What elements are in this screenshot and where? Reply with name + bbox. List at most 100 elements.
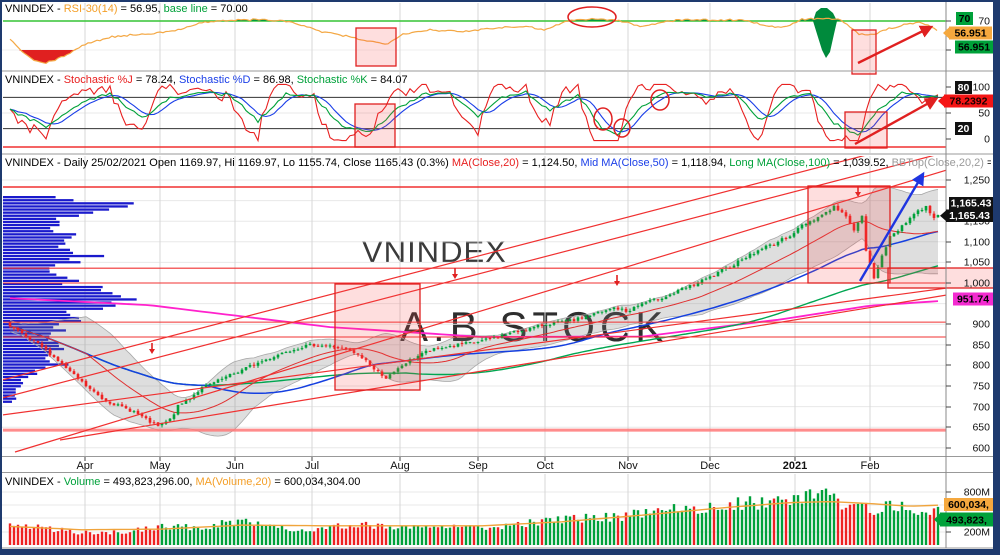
header-segment: = 1,039.52,	[830, 157, 892, 169]
axis-label: Oct	[536, 460, 553, 472]
annotation-circle[interactable]	[613, 118, 631, 138]
axis-label: 900	[972, 319, 990, 331]
header-segment: MA(Volume,20)	[195, 476, 272, 488]
axis-value-tag	[949, 197, 993, 210]
sell-arrow-marker	[614, 275, 620, 286]
annotation-circle[interactable]	[593, 107, 613, 131]
annotation-circle[interactable]	[567, 6, 617, 28]
axis-label: 700	[972, 402, 990, 414]
sell-arrow-marker	[855, 186, 861, 197]
header-segment: RSI-30(14)	[63, 3, 118, 15]
window-border-bottom[interactable]	[0, 549, 1000, 555]
svg-text:20: 20	[958, 123, 970, 135]
axis-label: 70	[978, 16, 990, 28]
panel-frame	[2, 2, 993, 549]
trend-line	[59, 294, 946, 441]
axis-value-tag	[953, 292, 993, 306]
svg-text:80: 80	[958, 82, 970, 94]
header-segment: = 84.07	[367, 74, 408, 86]
header-segment: = 1,118.94,	[668, 157, 730, 169]
svg-text:56.951: 56.951	[958, 42, 990, 54]
axis-label: 0	[984, 134, 990, 146]
axis-label: 100	[972, 82, 990, 94]
sell-arrow-marker	[452, 268, 458, 279]
svg-text:56.951: 56.951	[954, 28, 986, 40]
volume-ma-line	[9, 500, 939, 531]
annotation-box[interactable]	[851, 29, 877, 75]
axis-label: Jul	[305, 460, 319, 472]
svg-text:78.2392: 78.2392	[950, 96, 988, 108]
axis-label: 50	[978, 108, 990, 120]
stoch-d-line	[9, 91, 939, 133]
trend-line	[14, 169, 946, 453]
axis-label: Jun	[226, 460, 244, 472]
svg-text:1,165.43: 1,165.43	[951, 198, 992, 210]
axis-value-tag	[949, 26, 992, 40]
axis-value-tag	[944, 94, 993, 108]
rsi-line	[9, 17, 938, 65]
stochastic-panel-header: VNINDEX - Stochastic %J = 78.24, Stochas…	[5, 74, 408, 87]
header-segment: Mid MA(Close,50)	[580, 157, 669, 169]
axis-label: 2021	[783, 460, 807, 472]
rsi-panel	[3, 8, 946, 65]
trend-line	[3, 287, 946, 416]
ma50-line	[9, 230, 939, 395]
axis-label: Sep	[468, 460, 488, 472]
annotation-box[interactable]	[807, 185, 891, 284]
trend-line	[3, 156, 865, 381]
window-border-right[interactable]	[993, 0, 1000, 555]
annotation-arrow[interactable]	[858, 171, 925, 282]
volume-panel-header: VNINDEX - Volume = 493,823,296.00, MA(Vo…	[5, 476, 360, 489]
svg-text:493,823,: 493,823,	[946, 515, 987, 527]
axis-label: 600	[972, 443, 990, 455]
annotation-arrow[interactable]	[857, 25, 934, 65]
header-segment: = 56.95,	[117, 3, 164, 15]
volume-profile	[3, 196, 137, 403]
header-segment: VNINDEX -	[5, 74, 64, 86]
header-segment: = 1,220.30,	[986, 157, 991, 169]
axis-label: 1,050	[964, 257, 990, 269]
stochastic-panel	[3, 83, 946, 148]
svg-text:1,165.43: 1,165.43	[949, 210, 990, 222]
axis-label: 800M	[964, 487, 990, 499]
window-border-top	[0, 0, 1000, 2]
svg-text:951.74: 951.74	[957, 294, 989, 306]
header-segment: VNINDEX -	[5, 3, 64, 15]
axis-value-tag	[955, 40, 993, 54]
header-segment: base line	[163, 3, 208, 15]
header-segment: = 600,034,304.00	[271, 476, 361, 488]
svg-text:70: 70	[959, 13, 971, 25]
rsi-signal-blob	[813, 8, 837, 58]
header-segment: VNINDEX - Daily 25/02/2021 Open 1169.97,…	[5, 157, 452, 169]
stoch-j-line	[9, 83, 939, 143]
axis-labels: 1,2501,1501,1001,0501,000900850800750700…	[76, 16, 990, 539]
annotation-circle[interactable]	[650, 89, 670, 111]
annotation-arrow[interactable]	[854, 97, 939, 146]
svg-text:600,034,: 600,034,	[948, 499, 989, 511]
axis-label: 650	[972, 422, 990, 434]
trend-line	[3, 156, 935, 399]
stoch-k-line	[9, 90, 939, 136]
price-panel-header: VNINDEX - Daily 25/02/2021 Open 1169.97,…	[5, 157, 991, 170]
axis-value-tag	[955, 122, 972, 135]
header-segment: Volume	[63, 476, 101, 488]
annotation-box[interactable]	[355, 27, 397, 67]
annotation-box[interactable]	[334, 283, 421, 391]
drawn-annotations	[334, 6, 999, 391]
header-segment: = 78.24,	[132, 74, 179, 86]
axis-label: 800	[972, 360, 990, 372]
header-segment: = 70.00	[207, 3, 248, 15]
header-segment: = 86.98,	[250, 74, 297, 86]
annotation-box[interactable]	[354, 103, 396, 148]
axis-label: May	[150, 460, 171, 472]
axis-label: 1,000	[964, 278, 990, 290]
axis-label: 1,100	[964, 237, 990, 249]
axis-label: Feb	[861, 460, 880, 472]
axis-label: Nov	[618, 460, 638, 472]
rsi-panel-header: VNINDEX - RSI-30(14) = 56.95, base line …	[5, 3, 248, 16]
header-segment: Stochastic %K	[296, 74, 368, 86]
axis-value-tag	[940, 512, 993, 527]
header-segment: Stochastic %J	[63, 74, 133, 86]
